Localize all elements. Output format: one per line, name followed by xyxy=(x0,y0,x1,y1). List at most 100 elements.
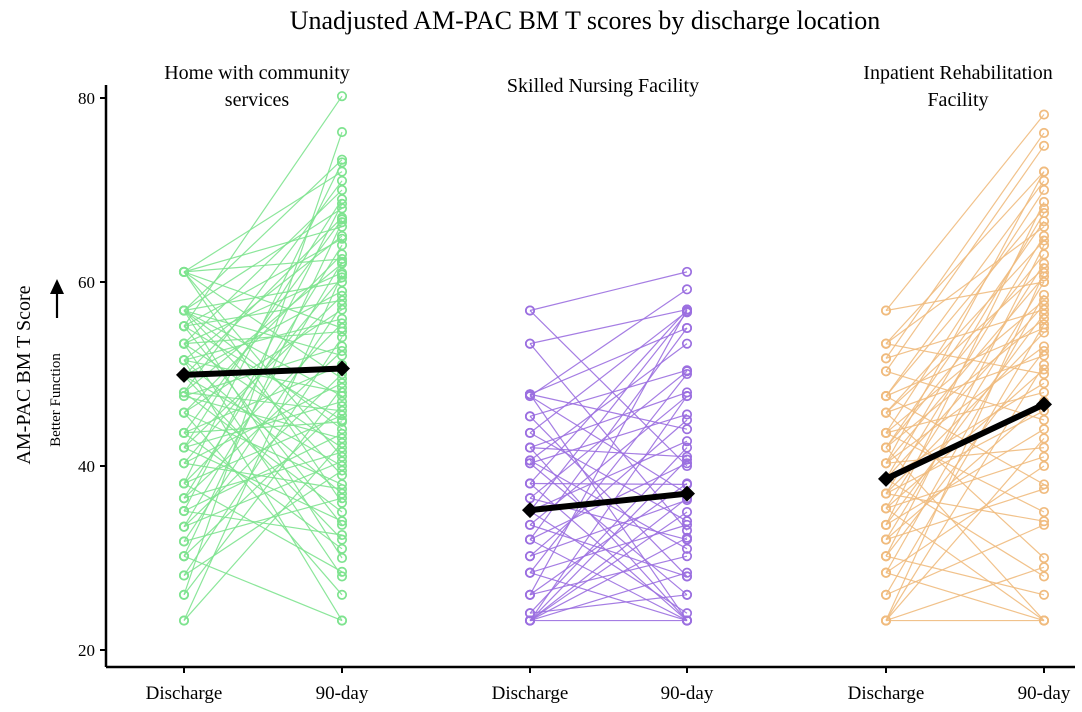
day90-point xyxy=(681,266,693,277)
day90-point xyxy=(1038,271,1050,282)
subject-trajectory-line xyxy=(885,201,1045,526)
day90-point xyxy=(681,454,693,465)
subject-trajectory-line xyxy=(885,244,1045,557)
day90-point xyxy=(336,615,348,626)
discharge-point xyxy=(178,458,190,469)
panel-title-irf-line-1: Inpatient Rehabilitation xyxy=(863,62,1052,84)
subject-trajectory-line xyxy=(183,274,343,621)
day90-point xyxy=(336,589,348,600)
subject-trajectory-line xyxy=(183,171,343,273)
subject-trajectory-line xyxy=(529,373,688,574)
day90-point xyxy=(681,368,693,380)
subject-trajectory-line xyxy=(885,382,1045,480)
day90-point xyxy=(681,589,693,600)
day90-point xyxy=(336,493,348,504)
subject-trajectory-line xyxy=(529,537,688,622)
discharge-point xyxy=(524,567,536,578)
discharge-point xyxy=(178,570,190,581)
subject-trajectory-line xyxy=(183,304,343,542)
subject-trajectory-line xyxy=(183,336,343,576)
subject-trajectory-line xyxy=(885,220,1045,448)
panel-title-home-line-2: services xyxy=(225,89,290,111)
subject-trajectory-line xyxy=(529,271,688,312)
day90-point xyxy=(336,318,348,329)
day90-point xyxy=(1038,387,1050,398)
subject-trajectory-line xyxy=(885,226,1045,345)
chart-title: Unadjusted AM-PAC BM T scores by dischar… xyxy=(290,6,881,35)
discharge-point xyxy=(178,266,190,277)
subject-trajectory-line xyxy=(183,95,343,327)
discharge-point xyxy=(178,387,190,398)
subject-trajectory-line xyxy=(885,364,1045,621)
day90-point xyxy=(336,286,348,297)
day90-point xyxy=(681,506,693,518)
discharge-point xyxy=(880,567,892,578)
day90-point xyxy=(1038,203,1050,214)
day90-point xyxy=(1038,433,1050,444)
subject-trajectory-line xyxy=(183,395,343,439)
subject-trajectory-line xyxy=(183,318,343,361)
day90-point xyxy=(336,256,348,267)
series-layer xyxy=(178,91,1050,626)
discharge-point xyxy=(178,442,190,453)
subject-trajectory-line xyxy=(529,310,688,434)
subject-trajectory-line xyxy=(183,207,343,312)
subject-trajectory-line xyxy=(885,114,1045,311)
discharge-point xyxy=(524,391,536,402)
day90-point xyxy=(336,299,348,311)
subject-trajectory-line xyxy=(183,350,343,499)
subject-trajectory-line xyxy=(529,462,688,596)
day90-point xyxy=(336,571,348,582)
discharge-point xyxy=(524,338,536,349)
day90-point xyxy=(681,391,693,402)
day90-point xyxy=(336,382,348,393)
mean-trajectory-2 xyxy=(878,396,1052,487)
subject-trajectory-line xyxy=(885,524,1045,596)
day90-point xyxy=(1038,140,1050,151)
discharge-point xyxy=(880,534,892,545)
mean-layer xyxy=(176,360,1052,519)
subject-trajectory-line xyxy=(529,309,688,484)
discharge-point xyxy=(880,551,892,562)
subject-trajectory-line xyxy=(885,212,1045,480)
day90-point xyxy=(681,409,693,420)
discharge-point xyxy=(880,353,892,364)
subject-trajectory-line xyxy=(183,470,343,576)
day90-point xyxy=(336,519,348,530)
discharge-point xyxy=(178,391,190,402)
subject-trajectory-line xyxy=(885,145,1045,372)
subject-trajectory-line xyxy=(885,180,1045,397)
day90-point xyxy=(336,175,348,186)
discharge-point xyxy=(524,458,536,469)
subject-trajectory-line xyxy=(183,482,343,573)
y-axis: 20 40 60 80 xyxy=(78,85,108,667)
discharge-point xyxy=(178,506,190,517)
subject-trajectory-line xyxy=(885,355,1045,414)
discharge-point xyxy=(524,442,536,453)
discharge-point xyxy=(178,407,190,418)
day90-point xyxy=(1038,562,1050,573)
day90-point xyxy=(1038,127,1050,139)
subject-trajectory-line xyxy=(183,226,343,273)
subject-trajectory-line xyxy=(529,482,688,485)
subject-trajectory-line xyxy=(885,267,1045,414)
subject-trajectory-line xyxy=(529,311,688,512)
y-tick-label: 40 xyxy=(78,457,95,476)
subject-trajectory-line xyxy=(183,261,343,528)
subject-trajectory-line xyxy=(885,132,1045,359)
day90-point xyxy=(1038,166,1050,177)
subject-trajectory-line xyxy=(183,310,343,476)
day90-point xyxy=(336,157,348,168)
subject-trajectory-line xyxy=(183,359,343,393)
day90-point xyxy=(681,284,693,295)
subject-trajectory-line xyxy=(885,493,1045,522)
subject-trajectory-line xyxy=(885,478,1045,577)
mean-point xyxy=(334,360,350,377)
panel-title-irf-line-2: Facility xyxy=(927,89,988,111)
x-tick-label: 90-day xyxy=(661,683,714,704)
day90-point xyxy=(336,396,348,407)
discharge-point xyxy=(524,589,536,600)
discharge-point xyxy=(524,551,536,562)
day90-point xyxy=(681,532,693,543)
